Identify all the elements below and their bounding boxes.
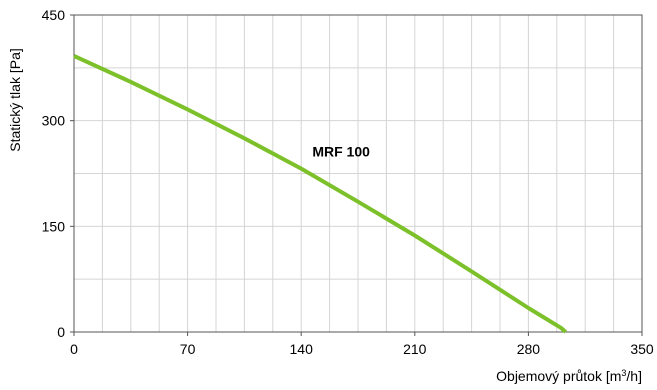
y-axis-title: Statický tlak [Pa] xyxy=(7,48,23,151)
y-tick-label: 450 xyxy=(42,7,66,23)
x-axis-title-text: Objemový průtok [m xyxy=(496,368,621,384)
y-tick-label: 300 xyxy=(42,113,66,129)
plot-frame xyxy=(73,14,643,333)
y-tick-label: 150 xyxy=(42,218,66,234)
x-tick-label: 350 xyxy=(630,341,654,357)
x-tick-label: 0 xyxy=(70,341,78,357)
x-axis-title-superscript: 3 xyxy=(621,368,626,378)
y-axis-ticks: 0 150 300 450 xyxy=(42,7,74,340)
x-axis-ticks: 0 70 140 210 280 350 xyxy=(70,332,654,357)
y-tick-label: 0 xyxy=(57,324,65,340)
series-line xyxy=(73,54,568,334)
x-tick-label: 140 xyxy=(290,341,314,357)
x-axis-title: Objemový průtok [m3/h] xyxy=(496,368,642,384)
x-tick-label: 70 xyxy=(180,341,196,357)
series-annotation: MRF 100 xyxy=(312,143,370,159)
grid-lines xyxy=(74,15,642,332)
x-tick-label: 280 xyxy=(517,341,541,357)
series-layer xyxy=(73,54,568,334)
x-axis-title-suffix: /h] xyxy=(626,368,642,384)
x-tick-label: 210 xyxy=(403,341,427,357)
